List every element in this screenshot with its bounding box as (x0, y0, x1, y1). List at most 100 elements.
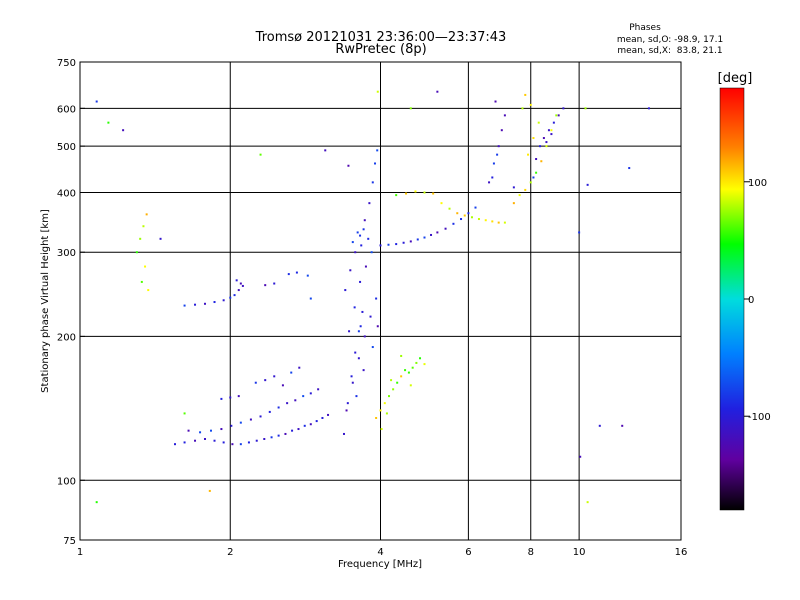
data-point (491, 220, 494, 223)
y-tick-label: 750 (57, 58, 76, 69)
data-point (281, 384, 284, 387)
data-point (375, 416, 378, 419)
data-point (291, 429, 294, 432)
data-point (239, 421, 242, 424)
data-point (470, 216, 473, 219)
data-point (628, 167, 631, 170)
data-point (139, 237, 142, 240)
data-point (309, 392, 312, 395)
data-point (363, 335, 366, 338)
data-point (539, 145, 542, 148)
phase-stats-x: mean, sd,X: 83.8, 21.1 (617, 46, 722, 56)
data-point (350, 375, 353, 378)
data-point (286, 402, 289, 405)
data-point (376, 149, 379, 152)
data-point (545, 141, 548, 144)
data-point (359, 280, 362, 283)
x-axis-label: Frequency [MHz] (338, 559, 422, 570)
data-point (208, 489, 211, 492)
data-point (231, 443, 234, 446)
data-point (542, 137, 545, 140)
data-point (255, 439, 258, 442)
data-point (354, 251, 357, 254)
data-point (290, 371, 293, 374)
data-point (552, 121, 555, 124)
data-point (524, 93, 527, 96)
data-point (284, 432, 287, 435)
data-point (183, 304, 186, 307)
data-point (220, 397, 223, 400)
data-point (647, 107, 650, 110)
data-point (474, 206, 477, 209)
data-point (535, 171, 538, 174)
data-point (409, 107, 412, 110)
data-points (95, 90, 650, 504)
x-tick-label: 6 (465, 547, 471, 558)
x-tick-label: 2 (227, 547, 233, 558)
data-point (550, 133, 553, 136)
data-point (376, 90, 379, 93)
y-tick-label: 100 (57, 476, 76, 487)
data-point (448, 207, 451, 210)
data-point (423, 363, 426, 366)
data-point (404, 369, 407, 372)
data-point (309, 297, 312, 300)
data-point (263, 437, 266, 440)
data-point (436, 231, 439, 234)
data-point (503, 221, 506, 224)
data-point (346, 402, 349, 405)
data-point (222, 441, 225, 444)
data-point (203, 437, 206, 440)
data-point (294, 399, 297, 402)
data-point (324, 149, 327, 152)
data-point (494, 100, 497, 103)
data-point (247, 441, 250, 444)
data-point (586, 183, 589, 186)
x-axis-ticks: 1 2 4 6 8 10 16 (77, 547, 688, 558)
x-tick-label: 16 (675, 547, 688, 558)
data-point (277, 406, 280, 409)
data-point (203, 302, 206, 305)
data-point (547, 129, 550, 132)
data-point (390, 379, 393, 382)
data-point (239, 282, 242, 285)
data-point (379, 244, 382, 247)
data-point (222, 299, 225, 302)
grid-lines (80, 62, 681, 540)
data-point (140, 280, 143, 283)
data-point (237, 395, 240, 398)
data-point (194, 439, 197, 442)
data-point (456, 212, 459, 215)
data-point (327, 413, 330, 416)
data-point (460, 218, 463, 221)
data-point (355, 395, 358, 398)
data-point (416, 238, 419, 241)
data-point (369, 315, 372, 318)
data-point (342, 432, 345, 435)
data-point (395, 194, 398, 197)
data-point (229, 396, 232, 399)
data-point (529, 103, 532, 106)
data-point (249, 418, 252, 421)
data-point (367, 237, 370, 240)
data-point (317, 388, 320, 391)
data-point (452, 222, 455, 225)
y-tick-label: 400 (57, 188, 76, 199)
data-point (356, 231, 359, 234)
data-point (213, 301, 216, 304)
data-point (463, 214, 466, 217)
colorbar-ticks: 100 0 -100 (744, 178, 771, 423)
data-point (380, 428, 383, 431)
data-point (302, 395, 305, 398)
data-point (368, 202, 371, 205)
data-point (477, 218, 480, 221)
data-point (360, 244, 363, 247)
data-point (199, 431, 202, 434)
chart-subtitle: RwPretec (8p) (335, 42, 426, 57)
data-point (550, 129, 553, 132)
x-tick-label: 1 (77, 547, 83, 558)
data-point (95, 501, 98, 504)
data-point (496, 153, 499, 156)
